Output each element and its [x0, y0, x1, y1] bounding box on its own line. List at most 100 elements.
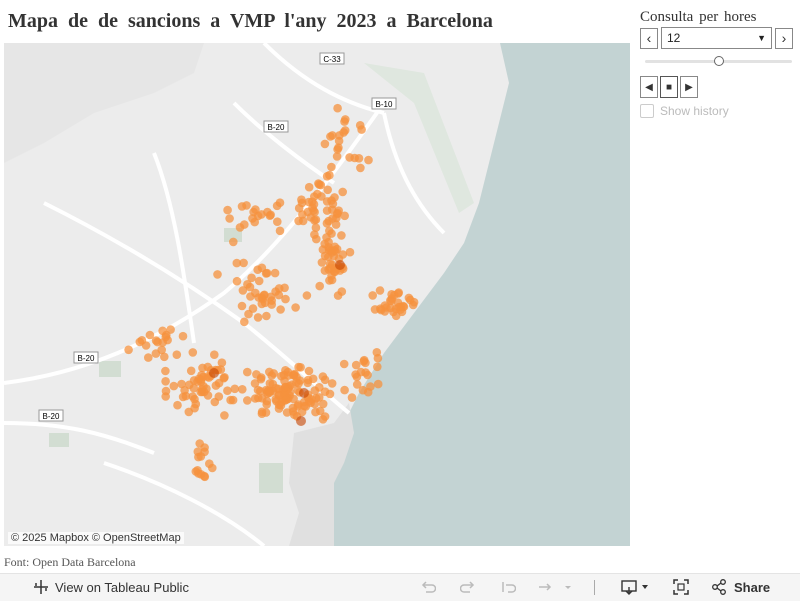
sanction-point[interactable] [264, 386, 273, 395]
stop-icon[interactable]: ■ [660, 76, 678, 98]
sanction-point[interactable] [326, 132, 335, 141]
sanction-point[interactable] [252, 370, 261, 379]
sanction-point[interactable] [366, 382, 375, 391]
sanction-point[interactable] [145, 330, 155, 340]
sanction-point[interactable] [322, 206, 332, 215]
sanction-point[interactable] [322, 172, 332, 181]
sanction-point[interactable] [191, 399, 201, 409]
sanction-point[interactable] [332, 152, 342, 161]
sanction-point[interactable] [251, 205, 260, 214]
sanction-point[interactable] [271, 383, 281, 393]
sanction-point[interactable] [262, 311, 271, 321]
sanction-point[interactable] [248, 214, 257, 223]
sanction-point[interactable] [387, 296, 396, 306]
sanction-point[interactable] [317, 192, 326, 201]
sanction-point[interactable] [338, 187, 348, 197]
sanction-point[interactable] [247, 273, 256, 283]
sanction-point[interactable] [220, 373, 229, 382]
sanction-point[interactable] [394, 288, 404, 297]
sanction-point[interactable] [373, 362, 382, 372]
sanction-point[interactable] [205, 459, 214, 469]
revert-icon[interactable] [500, 579, 516, 595]
sanction-hotspot[interactable] [296, 416, 306, 426]
sanction-point[interactable] [203, 391, 213, 400]
sanction-point[interactable] [276, 305, 285, 314]
sanction-point[interactable] [238, 385, 247, 394]
sanction-point[interactable] [232, 258, 242, 268]
sanction-point[interactable] [265, 379, 275, 388]
sanction-point[interactable] [317, 258, 327, 267]
sanction-point[interactable] [266, 210, 276, 220]
sanction-point[interactable] [318, 415, 328, 424]
sanction-point[interactable] [198, 363, 207, 373]
sanction-point[interactable] [372, 348, 382, 357]
sanction-point[interactable] [309, 200, 319, 209]
sanction-point[interactable] [262, 400, 272, 409]
sanction-point[interactable] [294, 203, 304, 213]
sanction-point[interactable] [196, 470, 206, 479]
sanction-point[interactable] [257, 407, 267, 417]
sanction-point[interactable] [260, 290, 269, 300]
view-on-tableau-button[interactable]: View on Tableau Public [33, 579, 189, 595]
sanction-point[interactable] [244, 309, 253, 319]
sanction-point[interactable] [225, 214, 234, 223]
sanction-point[interactable] [333, 145, 342, 154]
sanction-hotspot[interactable] [335, 260, 345, 270]
sanction-point[interactable] [363, 370, 372, 380]
show-history-toggle[interactable]: Show history [640, 104, 796, 118]
sanction-point[interactable] [318, 245, 328, 254]
sanction-hotspot[interactable] [299, 388, 309, 398]
sanction-point[interactable] [327, 271, 336, 280]
sanction-point[interactable] [230, 384, 240, 394]
sanction-point[interactable] [253, 313, 263, 322]
sanction-point[interactable] [223, 205, 232, 215]
sanction-point[interactable] [326, 263, 335, 273]
sanction-point[interactable] [210, 397, 220, 407]
sanction-point[interactable] [311, 223, 321, 232]
fullscreen-icon[interactable] [673, 579, 689, 595]
sanction-point[interactable] [275, 226, 285, 236]
sanction-point[interactable] [269, 369, 279, 378]
sanction-point[interactable] [320, 139, 330, 149]
sanction-point[interactable] [322, 219, 332, 228]
sanction-point[interactable] [282, 408, 292, 417]
sanction-point[interactable] [333, 208, 342, 218]
sanction-point[interactable] [340, 385, 349, 395]
sanction-point[interactable] [311, 215, 321, 224]
sanction-point[interactable] [351, 360, 361, 370]
sanction-point[interactable] [257, 210, 266, 219]
map-attribution[interactable]: © 2025 Mapbox © OpenStreetMap [8, 532, 184, 544]
sanction-point[interactable] [197, 385, 207, 394]
sanction-point[interactable] [352, 380, 362, 389]
sanction-hotspot[interactable] [209, 368, 219, 378]
sanction-point[interactable] [333, 103, 342, 113]
sanction-point[interactable] [217, 358, 227, 368]
sanction-point[interactable] [274, 404, 284, 413]
sanction-point[interactable] [251, 288, 260, 298]
sanction-point[interactable] [358, 385, 368, 395]
sanction-point[interactable] [257, 299, 267, 309]
sanction-point[interactable] [304, 182, 314, 192]
sanction-point[interactable] [304, 366, 314, 376]
play-backward-icon[interactable]: ◀ [640, 76, 658, 98]
sanction-point[interactable] [262, 268, 272, 278]
sanction-point[interactable] [340, 211, 350, 221]
sanction-point[interactable] [161, 366, 170, 376]
sanction-point[interactable] [173, 400, 182, 410]
refresh-icon[interactable] [537, 579, 571, 595]
sanction-point[interactable] [220, 411, 229, 420]
sanction-point[interactable] [296, 363, 305, 372]
sanction-point[interactable] [359, 357, 369, 366]
sanction-point[interactable] [177, 379, 186, 389]
sanction-point[interactable] [297, 407, 307, 417]
sanction-point[interactable] [280, 391, 290, 400]
sanction-point[interactable] [257, 263, 267, 273]
sanction-point[interactable] [376, 304, 385, 314]
sanction-point[interactable] [284, 371, 293, 380]
sanction-point[interactable] [274, 284, 284, 293]
sanction-point[interactable] [253, 385, 263, 395]
sanction-point[interactable] [404, 293, 414, 303]
sanction-point[interactable] [151, 349, 161, 358]
download-icon[interactable] [621, 579, 651, 595]
sanction-point[interactable] [320, 375, 330, 385]
